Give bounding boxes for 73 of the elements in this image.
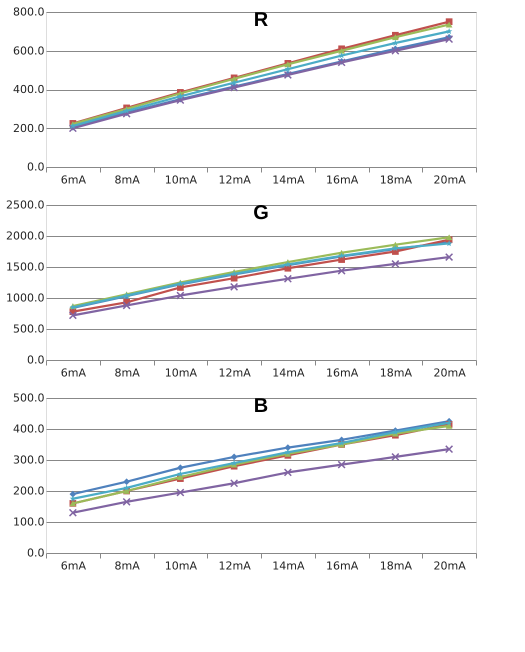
chart-title: G: [253, 202, 269, 224]
x-tick-label: 20mA: [434, 560, 466, 572]
point: [176, 291, 184, 300]
point: [230, 454, 238, 460]
point: [68, 508, 77, 517]
x-tick-label: 8mA: [114, 560, 140, 572]
chart-title: R: [254, 9, 269, 31]
x-tick-label: 18mA: [380, 366, 412, 380]
point: [445, 445, 454, 454]
point: [391, 46, 400, 55]
y-tick-label: 0.0: [27, 160, 44, 174]
point: [284, 274, 292, 283]
point: [338, 460, 346, 469]
point: [176, 488, 184, 497]
x-tick-label: 8mA: [114, 366, 140, 380]
y-tick-label: 0.0: [27, 354, 44, 366]
point: [70, 490, 76, 498]
point: [177, 464, 184, 472]
x-tick-label: 10mA: [164, 560, 198, 572]
y-tick-label: 0.0: [27, 546, 44, 560]
x-tick-label: 12mA: [218, 366, 252, 380]
x-tick-label: 20mA: [434, 174, 466, 186]
x-tick-label: 8mA: [114, 174, 140, 186]
point: [284, 468, 292, 477]
point: [230, 479, 238, 488]
point: [446, 22, 452, 28]
point: [284, 444, 292, 451]
x-tick-label: 16mA: [326, 560, 359, 572]
x-tick-label: 6mA: [60, 174, 86, 186]
point: [338, 266, 346, 275]
y-tick-label: 500.0: [13, 392, 44, 404]
point: [445, 252, 454, 262]
y-tick-label: 1000.0: [6, 292, 44, 304]
chart-title: B: [254, 395, 268, 417]
y-tick-label: 1500.0: [6, 260, 44, 274]
point: [445, 35, 454, 44]
x-tick-label: 16mA: [326, 366, 359, 380]
x-tick-label: 12mA: [218, 174, 252, 186]
y-tick-label: 300.0: [13, 454, 44, 466]
point: [392, 34, 399, 40]
x-tick-label: 18mA: [380, 174, 412, 186]
x-tick-label: 16mA: [326, 174, 359, 186]
y-tick-label: 600.0: [13, 44, 44, 58]
point: [338, 52, 345, 58]
point: [123, 478, 130, 486]
x-tick-label: 10mA: [164, 366, 198, 380]
point: [446, 234, 452, 240]
y-tick-label: 800.0: [13, 6, 44, 18]
point: [122, 498, 131, 506]
point: [391, 260, 400, 268]
x-tick-label: 6mA: [60, 366, 86, 380]
point: [230, 282, 238, 291]
y-tick-label: 400.0: [13, 83, 44, 96]
y-tick-label: 500.0: [13, 322, 44, 336]
y-tick-label: 100.0: [13, 516, 44, 528]
x-tick-label: 14mA: [272, 366, 305, 380]
point: [338, 48, 345, 54]
x-tick-label: 10mA: [164, 174, 198, 186]
x-tick-label: 20mA: [434, 366, 466, 380]
y-tick-label: 200.0: [13, 484, 44, 498]
y-tick-label: 200.0: [13, 122, 44, 135]
x-tick-label: 6mA: [60, 560, 86, 572]
point: [122, 301, 131, 310]
y-tick-label: 400.0: [13, 422, 44, 436]
y-tick-label: 2000.0: [6, 230, 44, 242]
x-tick-label: 12mA: [218, 560, 252, 572]
point: [391, 452, 400, 462]
point: [68, 311, 77, 320]
y-tick-label: 2500.0: [6, 198, 44, 212]
x-tick-label: 18mA: [380, 560, 412, 572]
x-tick-label: 14mA: [272, 560, 305, 572]
x-tick-label: 14mA: [272, 174, 305, 186]
point: [446, 28, 452, 34]
